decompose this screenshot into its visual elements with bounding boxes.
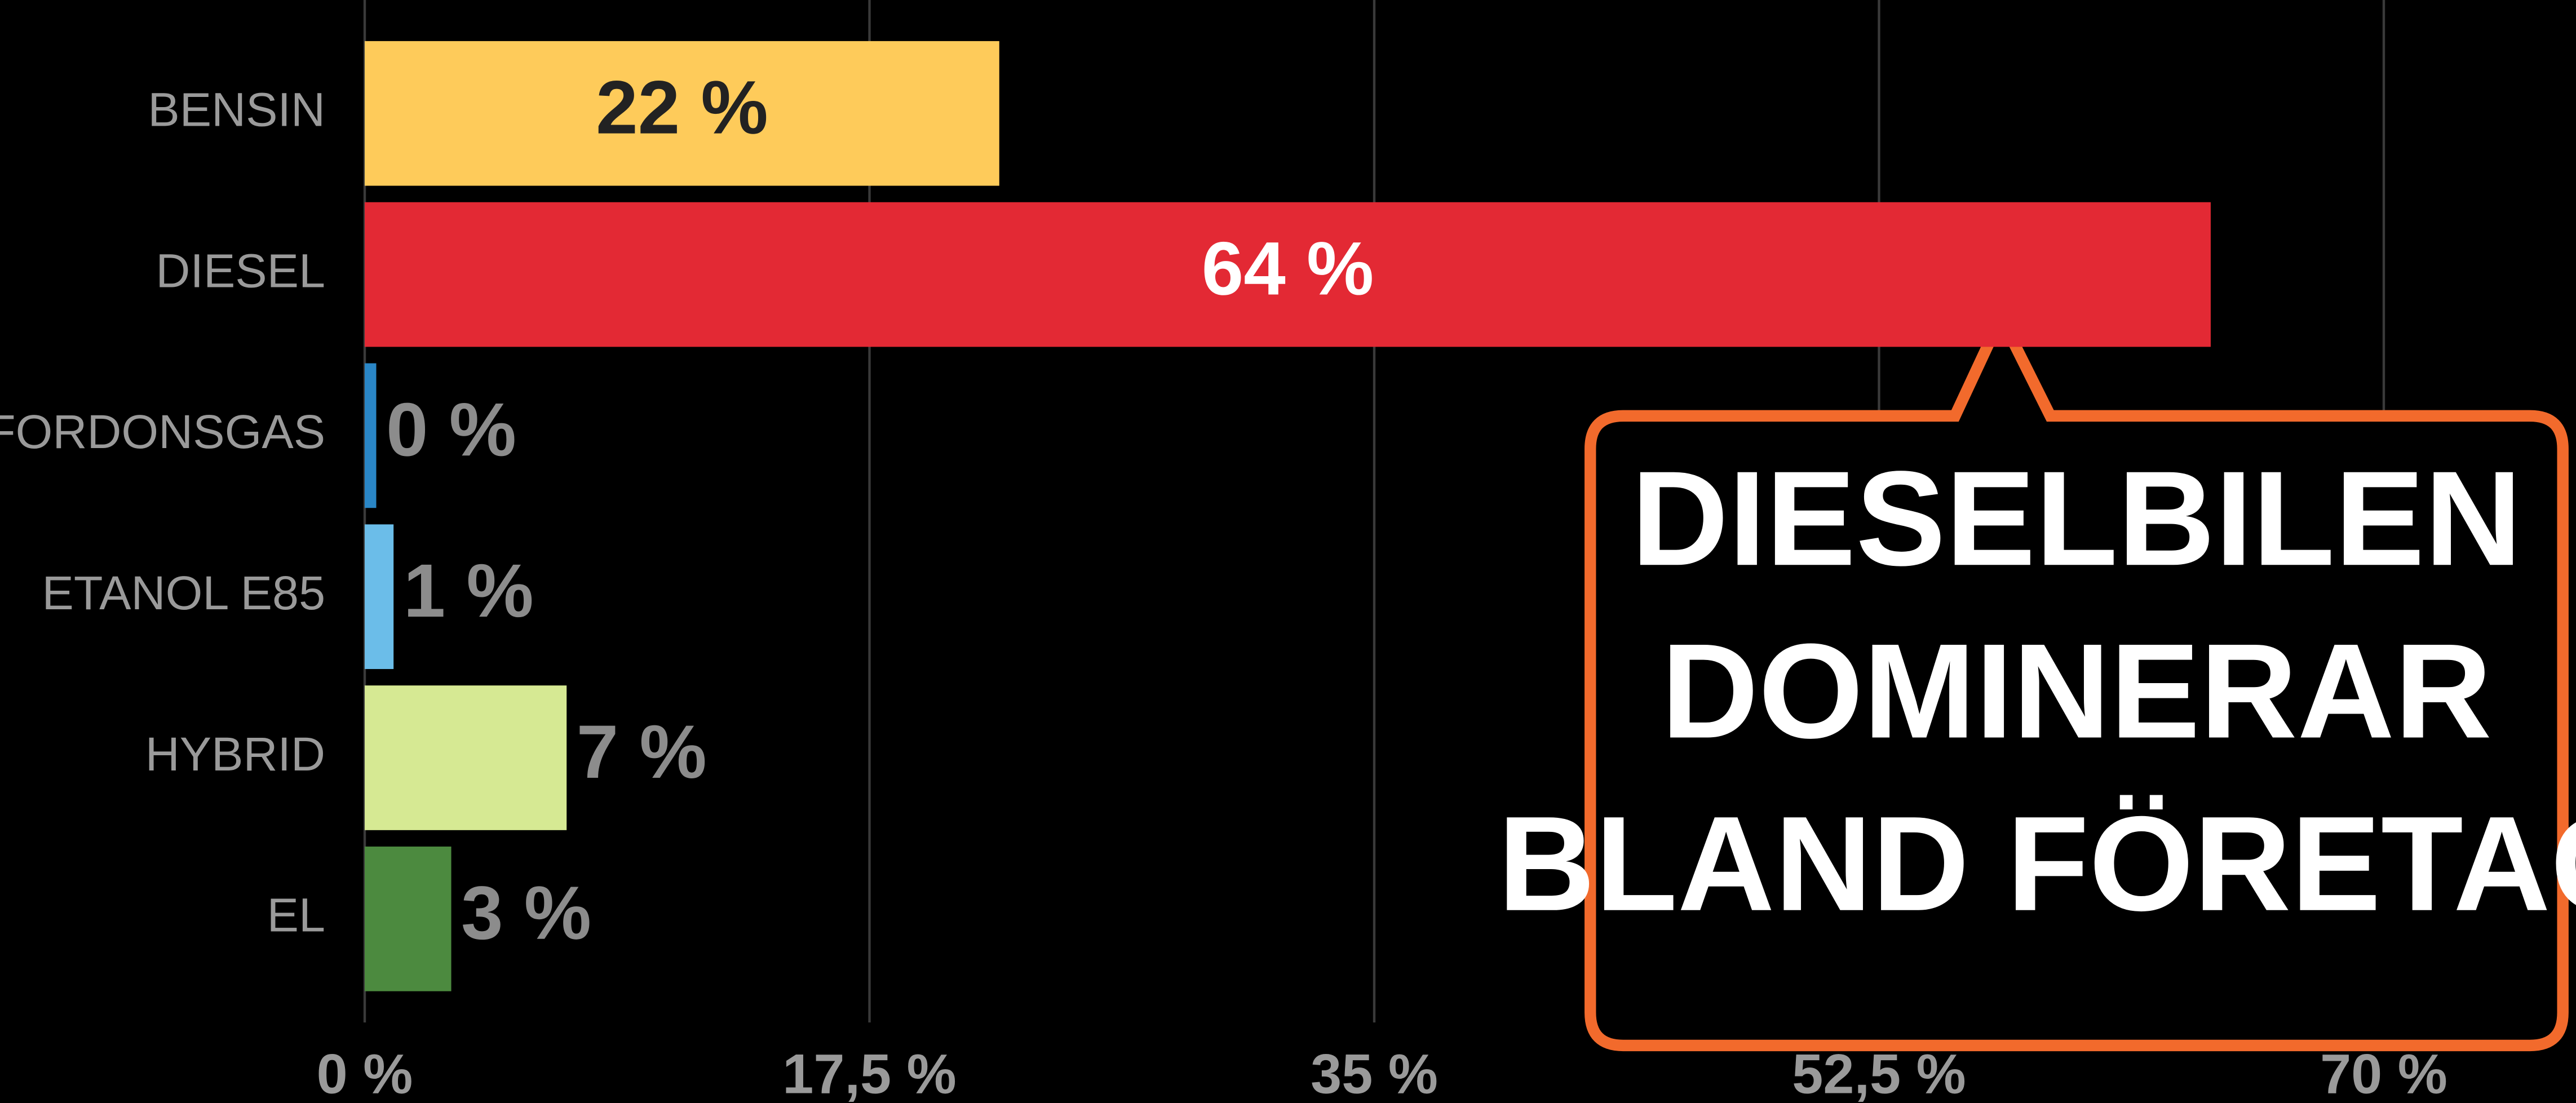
x-tick-label: 17,5 % — [782, 1043, 956, 1103]
x-tick-label: 35 % — [1311, 1043, 1438, 1103]
x-tick-label: 70 % — [2320, 1043, 2447, 1103]
bar — [365, 847, 452, 991]
bar — [365, 202, 2211, 347]
category-label: DIESEL — [156, 243, 325, 297]
bar — [365, 41, 999, 186]
category-label: HYBRID — [145, 727, 325, 781]
value-label: 64 % — [1202, 227, 1374, 311]
category-label: FORDONSGAS — [0, 405, 325, 458]
x-tick-label: 0 % — [317, 1043, 413, 1103]
value-label: 3 % — [461, 871, 591, 955]
callout-box — [1584, 304, 2569, 1052]
bar — [365, 685, 567, 830]
x-tick-label: 52,5 % — [1792, 1043, 1966, 1103]
value-label: 22 % — [596, 66, 768, 150]
category-label: BENSIN — [148, 83, 325, 136]
category-label: ETANOL E85 — [42, 566, 325, 619]
bar — [365, 363, 377, 508]
value-label: 1 % — [404, 549, 534, 633]
annotation-line: DOMINERAR — [1661, 615, 2492, 766]
value-label: 7 % — [577, 710, 707, 794]
annotation-line: BLAND FÖRETAG — [1498, 789, 2576, 939]
value-label: 0 % — [386, 388, 516, 472]
bar — [365, 524, 394, 670]
category-label: EL — [267, 888, 325, 942]
annotation-line: DIESELBILEN — [1631, 443, 2522, 593]
